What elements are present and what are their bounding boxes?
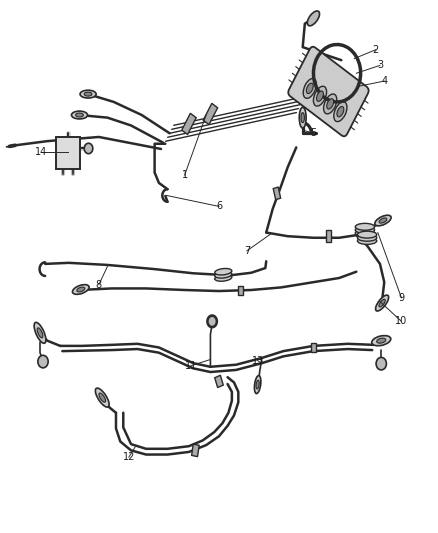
Ellipse shape — [372, 336, 391, 346]
Ellipse shape — [377, 338, 386, 343]
Ellipse shape — [256, 380, 259, 389]
Text: 5: 5 — [310, 128, 317, 138]
Circle shape — [376, 358, 386, 370]
Ellipse shape — [324, 94, 337, 114]
Ellipse shape — [337, 107, 344, 117]
Ellipse shape — [375, 295, 389, 311]
Text: 2: 2 — [373, 45, 379, 55]
FancyBboxPatch shape — [56, 137, 80, 169]
Ellipse shape — [99, 393, 106, 402]
FancyBboxPatch shape — [203, 103, 218, 125]
Ellipse shape — [80, 90, 96, 98]
FancyBboxPatch shape — [238, 286, 243, 295]
Ellipse shape — [84, 92, 92, 96]
Ellipse shape — [334, 102, 347, 122]
Text: 3: 3 — [377, 60, 383, 70]
Ellipse shape — [357, 235, 377, 241]
Ellipse shape — [307, 11, 320, 26]
Ellipse shape — [379, 299, 385, 307]
Ellipse shape — [355, 230, 374, 237]
Ellipse shape — [303, 78, 316, 99]
Ellipse shape — [77, 287, 85, 292]
Ellipse shape — [76, 113, 83, 117]
FancyBboxPatch shape — [311, 343, 315, 352]
Ellipse shape — [357, 238, 377, 244]
Ellipse shape — [95, 388, 109, 407]
Ellipse shape — [327, 99, 334, 109]
Ellipse shape — [306, 83, 313, 94]
Text: 10: 10 — [396, 317, 407, 326]
Text: 11: 11 — [185, 361, 197, 371]
Ellipse shape — [215, 269, 232, 275]
Ellipse shape — [301, 112, 304, 123]
Text: 9: 9 — [399, 293, 404, 303]
Text: 7: 7 — [244, 246, 250, 256]
Ellipse shape — [215, 274, 232, 281]
Ellipse shape — [34, 322, 46, 343]
Ellipse shape — [317, 91, 323, 101]
FancyBboxPatch shape — [215, 375, 223, 387]
Text: 8: 8 — [96, 280, 102, 290]
Circle shape — [84, 143, 93, 154]
FancyBboxPatch shape — [326, 230, 331, 242]
Ellipse shape — [355, 223, 374, 230]
Ellipse shape — [299, 107, 306, 128]
Circle shape — [38, 356, 48, 368]
FancyBboxPatch shape — [191, 444, 199, 457]
Text: 6: 6 — [216, 201, 222, 212]
Ellipse shape — [375, 215, 391, 226]
Ellipse shape — [215, 272, 232, 278]
Ellipse shape — [379, 218, 387, 223]
FancyBboxPatch shape — [288, 47, 369, 136]
Ellipse shape — [37, 328, 43, 338]
Ellipse shape — [72, 285, 89, 294]
FancyBboxPatch shape — [182, 114, 196, 134]
Ellipse shape — [357, 231, 377, 238]
Text: 14: 14 — [35, 147, 47, 157]
Text: 1: 1 — [182, 170, 188, 180]
Ellipse shape — [355, 227, 374, 233]
Text: 12: 12 — [123, 452, 135, 462]
Ellipse shape — [71, 111, 88, 119]
Ellipse shape — [254, 376, 261, 393]
Text: 13: 13 — [251, 356, 264, 366]
Ellipse shape — [314, 86, 327, 106]
Circle shape — [208, 316, 216, 327]
Text: 4: 4 — [381, 76, 387, 86]
FancyBboxPatch shape — [273, 187, 281, 200]
